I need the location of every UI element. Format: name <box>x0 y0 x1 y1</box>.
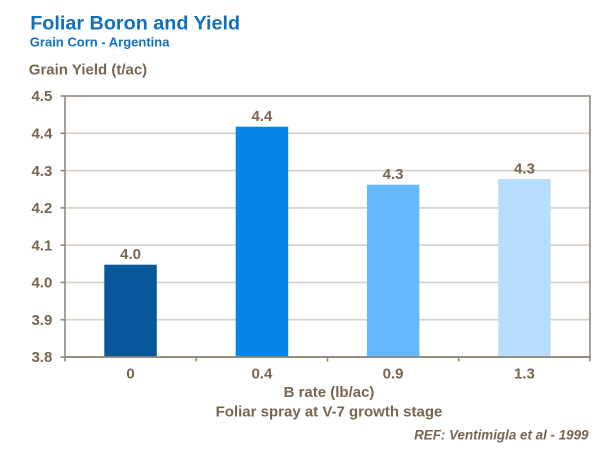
svg-text:4.0: 4.0 <box>31 275 52 292</box>
svg-text:3.8: 3.8 <box>31 349 52 366</box>
svg-text:Grain Yield (t/ac): Grain Yield (t/ac) <box>29 62 147 79</box>
svg-text:4.0: 4.0 <box>120 246 141 263</box>
svg-text:3.9: 3.9 <box>31 312 52 329</box>
svg-text:0: 0 <box>126 366 134 383</box>
svg-text:4.4: 4.4 <box>31 126 53 143</box>
svg-text:4.3: 4.3 <box>514 161 535 178</box>
svg-text:0.4: 0.4 <box>251 366 273 383</box>
svg-text:4.3: 4.3 <box>31 163 52 180</box>
svg-text:Foliar spray at V-7 growth sta: Foliar spray at V-7 growth stage <box>216 403 443 420</box>
svg-text:4.4: 4.4 <box>251 108 273 125</box>
svg-text:4.5: 4.5 <box>31 88 52 105</box>
svg-text:0.9: 0.9 <box>383 366 404 383</box>
svg-text:REF: Ventimigla et al - 1999: REF: Ventimigla et al - 1999 <box>414 427 589 442</box>
svg-text:4.2: 4.2 <box>31 200 52 217</box>
svg-text:4.1: 4.1 <box>31 237 52 254</box>
svg-text:B rate (lb/ac): B rate (lb/ac) <box>284 384 375 401</box>
svg-text:Foliar Boron and Yield: Foliar Boron and Yield <box>30 13 240 35</box>
svg-text:Grain Corn - Argentina: Grain Corn - Argentina <box>30 34 170 49</box>
svg-text:1.3: 1.3 <box>514 366 535 383</box>
svg-text:4.3: 4.3 <box>383 166 404 183</box>
